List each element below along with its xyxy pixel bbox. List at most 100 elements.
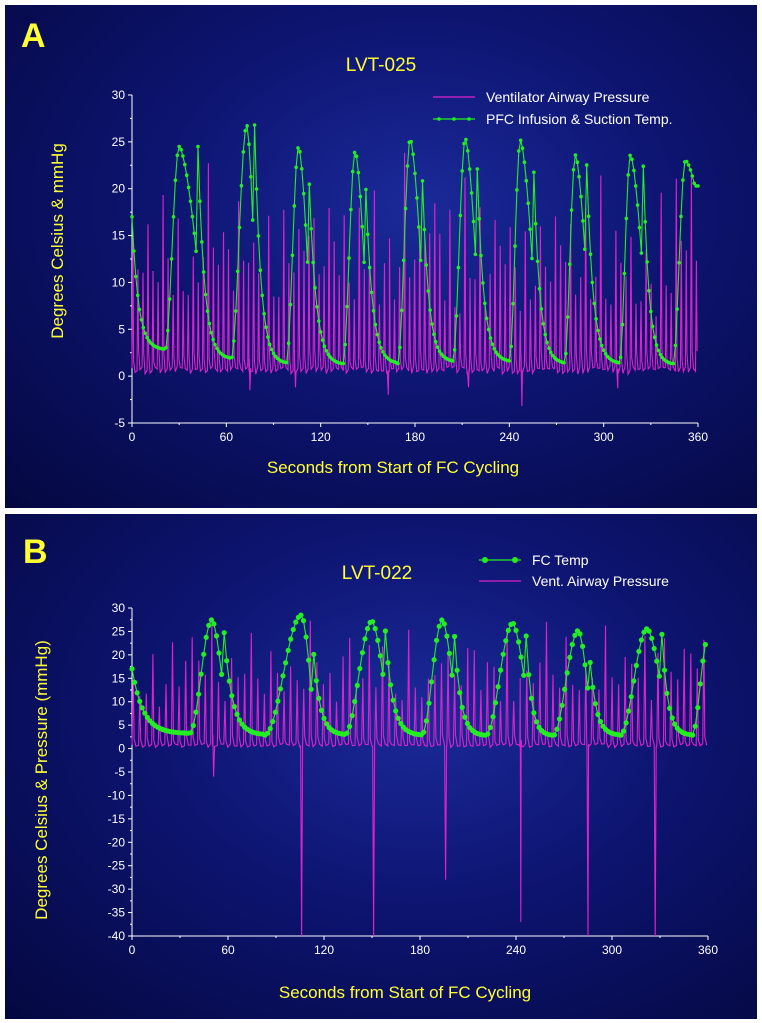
temperature-point [324, 721, 330, 727]
temperature-point [547, 346, 551, 351]
temperature-point [280, 673, 286, 679]
x-tick-label: 300 [602, 943, 622, 957]
temperature-point [269, 347, 274, 352]
temperature-point [354, 154, 359, 158]
y-tick-label: 20 [112, 182, 126, 196]
legend-temperature-marker [512, 557, 518, 563]
x-tick-label: 60 [220, 430, 234, 444]
temperature-point [417, 225, 421, 229]
temperature-point [462, 714, 468, 720]
temperature-point [624, 216, 629, 221]
temperature-point [526, 201, 530, 205]
temperature-point [664, 690, 670, 696]
temperature-point [551, 732, 558, 738]
temperature-point [583, 247, 587, 251]
temperature-point [524, 178, 529, 183]
temperature-point [435, 345, 440, 350]
temperature-point [267, 726, 273, 732]
temperature-point [226, 678, 232, 684]
temperature-point [626, 708, 632, 714]
temperature-point [573, 153, 578, 157]
temperature-point [147, 338, 151, 343]
temperature-point [343, 342, 348, 347]
temperature-point [533, 719, 540, 725]
temperature-point [521, 672, 527, 678]
temperature-point [400, 308, 404, 313]
temperature-point [700, 658, 706, 664]
temperature-point [171, 215, 176, 219]
temperature-point [531, 710, 537, 716]
temperature-point [190, 722, 196, 729]
temperature-point [201, 270, 206, 274]
temperature-point [598, 337, 602, 341]
temperature-point [252, 123, 257, 127]
temperature-point [523, 633, 529, 639]
temperature-point [617, 360, 621, 365]
temperature-point [321, 715, 327, 721]
temperature-point [487, 724, 493, 731]
y-tick-label: -5 [114, 416, 125, 430]
temperature-point [322, 344, 327, 349]
temperature-point [669, 715, 675, 721]
temperature-point [495, 684, 501, 690]
panel-a-letter: A [21, 17, 46, 55]
temperature-point [484, 316, 489, 321]
temperature-point [595, 711, 601, 718]
temperature-point [270, 718, 276, 725]
temperature-point [137, 307, 142, 312]
temperature-point [373, 322, 378, 327]
temperature-point [522, 160, 527, 164]
chart-b-title: LVT-022 [342, 563, 412, 584]
temperature-point [134, 690, 140, 696]
temperature-point [134, 274, 138, 279]
temperature-point [696, 184, 700, 188]
temperature-point [686, 163, 691, 167]
temperature-point [656, 348, 661, 353]
legend-pressure-label: Ventilator Airway Pressure [486, 89, 650, 105]
temperature-point [250, 218, 255, 222]
temperature-point [209, 330, 213, 335]
temperature-point [569, 641, 575, 648]
temperature-point [457, 690, 463, 696]
temperature-point [428, 308, 432, 312]
temperature-point [219, 671, 225, 677]
temperature-point [167, 297, 172, 301]
temperature-point [418, 258, 423, 263]
temperature-point [500, 651, 506, 657]
temperature-point [650, 324, 655, 329]
temperature-point [306, 657, 312, 663]
temperature-point [231, 704, 237, 710]
temperature-point [290, 253, 295, 258]
temperature-point [675, 307, 679, 311]
temperature-point [426, 289, 431, 293]
temperature-point [426, 700, 432, 706]
temperature-point [702, 641, 709, 648]
temperature-point [626, 173, 630, 177]
temperature-point [315, 305, 319, 309]
temperature-point [661, 667, 668, 673]
temperature-point [305, 260, 310, 264]
temperature-point [505, 627, 511, 633]
temperature-point [284, 360, 289, 365]
temperature-point [290, 626, 296, 633]
temperature-point [422, 227, 427, 232]
temperature-point [543, 332, 547, 337]
temperature-point [421, 729, 427, 735]
temperature-point [618, 355, 623, 360]
temperature-point [245, 124, 249, 128]
temperature-point [434, 637, 440, 643]
temperature-point [452, 348, 457, 352]
temperature-point [236, 717, 243, 723]
temperature-point [283, 660, 289, 666]
temperature-point [369, 290, 374, 295]
x-tick-label: 0 [129, 943, 136, 957]
temperature-point [632, 168, 636, 173]
temperature-point [628, 153, 632, 158]
temperature-point [359, 650, 365, 656]
temperature-point [313, 285, 317, 290]
temperature-point [577, 174, 581, 179]
temperature-point [213, 342, 217, 347]
temperature-point [192, 231, 197, 236]
temperature-point [260, 293, 264, 298]
temperature-point [175, 153, 180, 158]
